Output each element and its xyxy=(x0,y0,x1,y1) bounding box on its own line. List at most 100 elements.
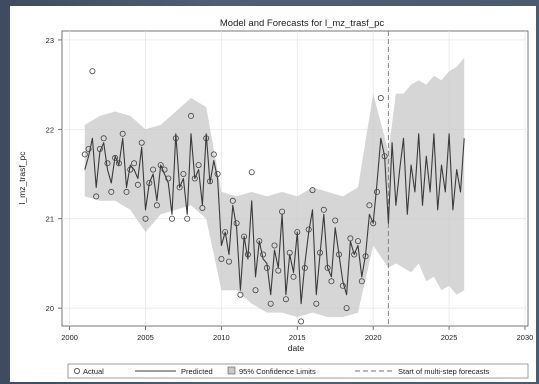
legend: Actual Predicted 95% Confidence Limits S… xyxy=(67,363,529,379)
actual-point xyxy=(138,139,145,146)
x-tick-label: 2020 xyxy=(365,333,382,342)
actual-point xyxy=(282,296,289,303)
actual-point xyxy=(263,264,270,271)
actual-point xyxy=(123,188,130,195)
actual-point xyxy=(373,188,380,195)
actual-point xyxy=(93,193,100,200)
y-axis-ticks: 20 21 22 23 xyxy=(46,36,62,313)
y-tick-label: 20 xyxy=(46,304,54,313)
actual-point xyxy=(233,220,240,227)
actual-point xyxy=(241,233,248,240)
actual-point xyxy=(229,197,236,204)
confidence-band xyxy=(84,57,465,318)
actual-point xyxy=(316,249,323,256)
actual-point xyxy=(347,235,354,242)
legend-actual-marker xyxy=(74,367,81,374)
actual-point xyxy=(290,273,297,280)
actual-point xyxy=(305,226,312,233)
actual-point xyxy=(275,267,282,274)
legend-box xyxy=(67,363,529,379)
actual-point xyxy=(180,170,187,177)
actual-point xyxy=(351,251,358,258)
legend-forecast-start-label: Start of multi-step forecasts xyxy=(398,367,490,376)
actual-point xyxy=(225,258,232,265)
actual-point xyxy=(313,300,320,307)
actual-point xyxy=(301,264,308,271)
actual-point xyxy=(168,215,175,222)
legend-actual-label: Actual xyxy=(83,367,104,376)
actual-point xyxy=(339,282,346,289)
actual-point xyxy=(112,154,119,161)
actual-point xyxy=(199,204,206,211)
y-tick-label: 21 xyxy=(46,215,54,224)
predicted-line xyxy=(84,133,465,305)
actual-point xyxy=(279,208,286,215)
actual-point xyxy=(248,169,255,176)
actual-point xyxy=(115,160,122,167)
actual-point xyxy=(237,291,244,298)
actual-point xyxy=(218,255,225,262)
actual-point xyxy=(119,130,126,137)
confidence-band-area xyxy=(84,57,465,318)
actual-point xyxy=(89,68,96,75)
actual-point xyxy=(358,278,365,285)
actual-point xyxy=(370,220,377,227)
actual-point xyxy=(286,249,293,256)
predicted-series xyxy=(84,133,465,305)
actual-point xyxy=(309,187,316,194)
actual-point xyxy=(252,287,259,294)
legend-predicted-label: Predicted xyxy=(181,367,213,376)
actual-point xyxy=(222,229,229,236)
actual-point xyxy=(176,184,183,191)
actual-point xyxy=(332,217,339,224)
actual-point xyxy=(127,166,134,173)
actual-point xyxy=(108,188,115,195)
actual-point xyxy=(142,215,149,222)
actual-point xyxy=(187,112,194,119)
y-tick-label: 22 xyxy=(46,125,54,134)
actual-point xyxy=(104,160,111,167)
actual-point xyxy=(195,162,202,169)
actual-point xyxy=(184,215,191,222)
x-tick-label: 2005 xyxy=(137,333,154,342)
x-tick-label: 2030 xyxy=(517,333,534,342)
x-axis-ticks: 2000 2005 2010 2015 2020 2025 2030 xyxy=(61,326,533,342)
x-tick-label: 2000 xyxy=(61,333,78,342)
chart-title: Model and Forecasts for l_mz_trasf_pc xyxy=(220,18,384,29)
actual-point xyxy=(377,95,384,102)
actual-point xyxy=(131,160,138,167)
legend-band-label: 95% Confidence Limits xyxy=(239,367,316,376)
actual-point xyxy=(206,178,213,185)
y-axis-label: l_mz_trasf_pc xyxy=(17,151,27,205)
actual-point xyxy=(191,175,198,182)
actual-point xyxy=(146,179,153,186)
actual-point xyxy=(165,175,172,182)
actual-point xyxy=(244,251,251,258)
actual-point xyxy=(335,251,342,258)
actual-point xyxy=(381,153,388,160)
actual-point xyxy=(256,238,263,245)
actual-point xyxy=(214,170,221,177)
x-tick-label: 2015 xyxy=(289,333,306,342)
actual-point xyxy=(271,242,278,249)
actual-point xyxy=(324,264,331,271)
actual-point xyxy=(328,278,335,285)
actual-point xyxy=(81,151,88,158)
actual-point xyxy=(153,202,160,209)
actual-point xyxy=(260,251,267,258)
actual-point xyxy=(267,300,274,307)
actual-point xyxy=(203,135,210,142)
actual-point xyxy=(150,166,157,173)
actual-point xyxy=(85,145,92,152)
legend-band-swatch xyxy=(227,366,236,375)
actual-point xyxy=(172,135,179,142)
forecast-chart: Model and Forecasts for l_mz_trasf_pc 20… xyxy=(10,6,536,382)
x-tick-label: 2010 xyxy=(213,333,230,342)
actual-point xyxy=(320,206,327,213)
y-tick-label: 23 xyxy=(46,36,54,45)
actual-point xyxy=(100,135,107,142)
actual-point xyxy=(96,145,103,152)
actual-point xyxy=(354,238,361,245)
chart-panel: Model and Forecasts for l_mz_trasf_pc 20… xyxy=(10,6,536,382)
